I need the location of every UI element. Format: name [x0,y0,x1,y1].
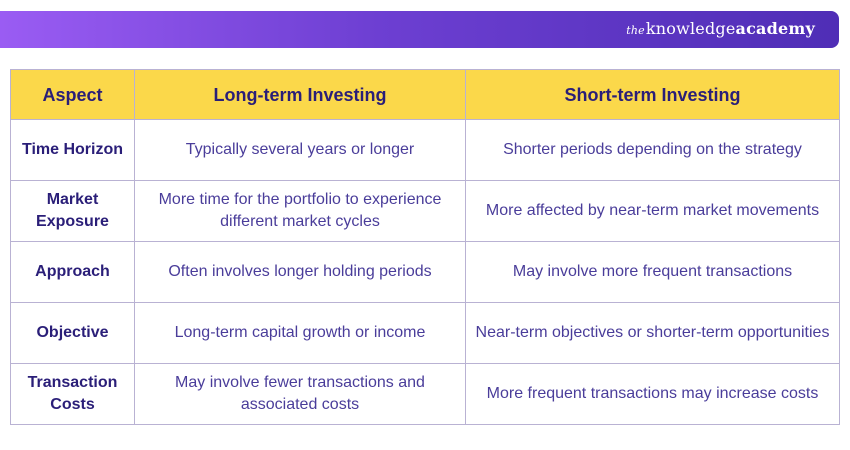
aspect-cell: Approach [10,241,135,303]
table-row: Approach Often involves longer holding p… [10,241,840,303]
aspect-cell: Transaction Costs [10,363,135,425]
brand-logo: theknowledgeacademy [626,19,815,38]
header-long-term: Long-term Investing [134,69,466,120]
comparison-table: Aspect Long-term Investing Short-term In… [10,69,840,425]
long-term-cell: More time for the portfolio to experienc… [134,180,466,242]
header-aspect: Aspect [10,69,135,120]
short-term-cell: More frequent transactions may increase … [465,363,840,425]
long-term-cell: Often involves longer holding periods [134,241,466,303]
short-term-cell: May involve more frequent transactions [465,241,840,303]
long-term-cell: Typically several years or longer [134,119,466,181]
aspect-cell: Objective [10,302,135,364]
aspect-cell: Market Exposure [10,180,135,242]
brand-prefix: the [626,24,645,37]
table-row: Transaction Costs May involve fewer tran… [10,363,840,425]
short-term-cell: Near-term objectives or shorter-term opp… [465,302,840,364]
brand-knowledge: knowledge [645,19,736,38]
top-banner: theknowledgeacademy [0,11,839,48]
brand-academy: academy [735,19,815,38]
header-row: Aspect Long-term Investing Short-term In… [10,69,840,120]
table-row: Market Exposure More time for the portfo… [10,180,840,242]
long-term-cell: May involve fewer transactions and assoc… [134,363,466,425]
aspect-cell: Time Horizon [10,119,135,181]
short-term-cell: Shorter periods depending on the strateg… [465,119,840,181]
table-row: Objective Long-term capital growth or in… [10,302,840,364]
long-term-cell: Long-term capital growth or income [134,302,466,364]
table-row: Time Horizon Typically several years or … [10,119,840,181]
header-short-term: Short-term Investing [465,69,840,120]
short-term-cell: More affected by near-term market moveme… [465,180,840,242]
